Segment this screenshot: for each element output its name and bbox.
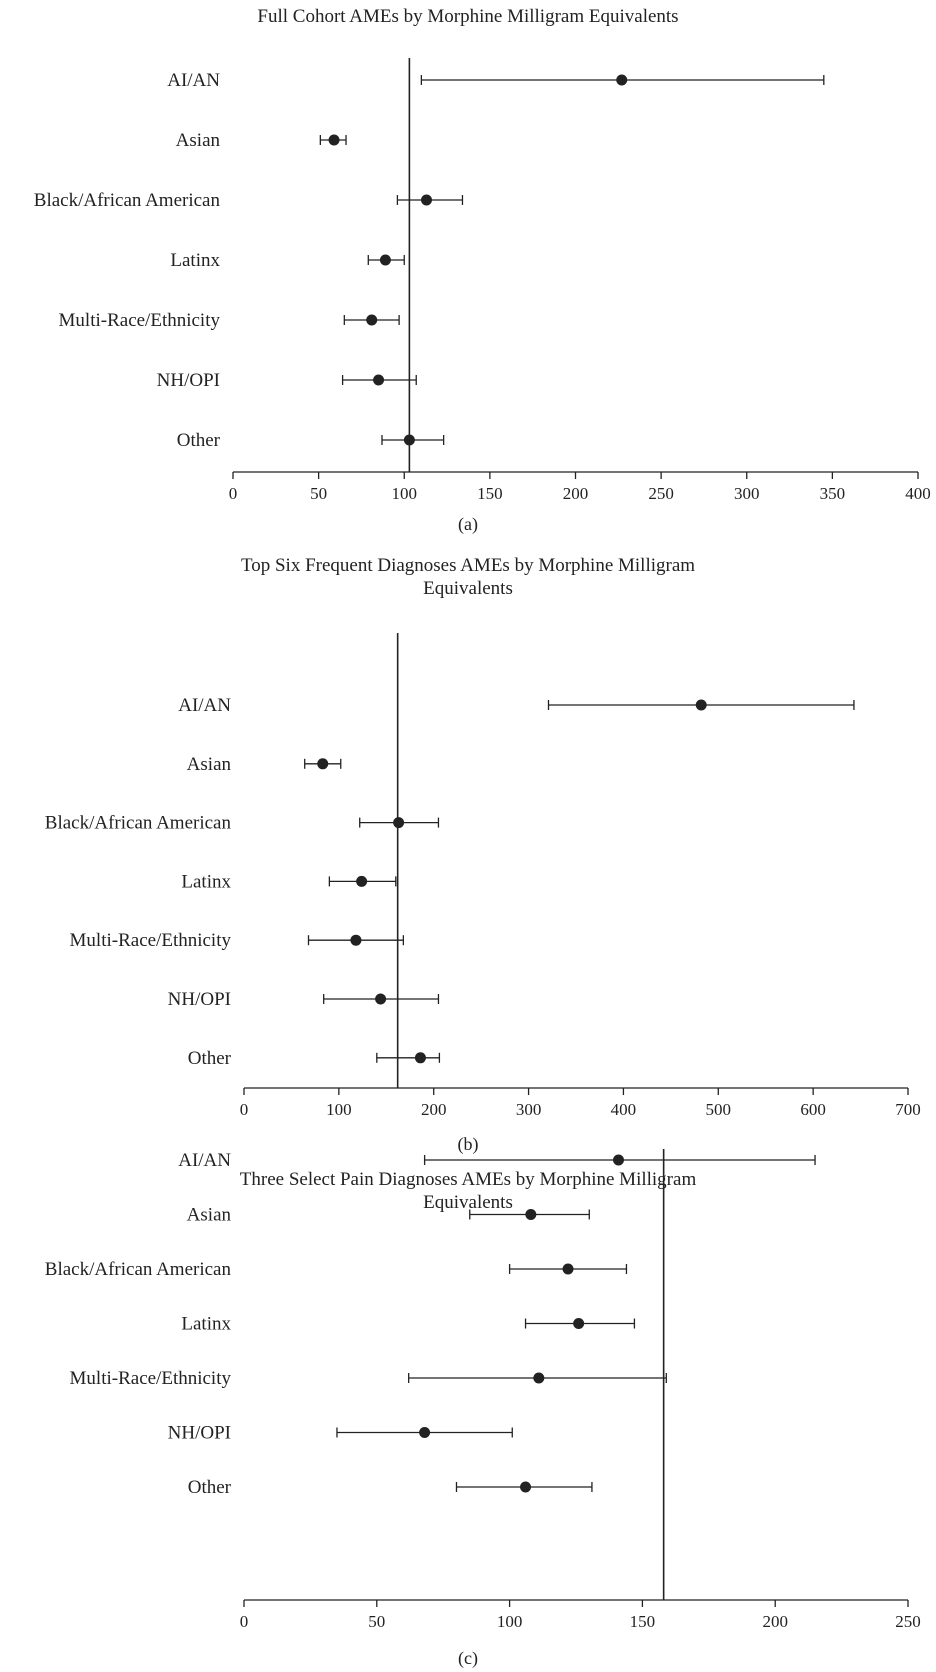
x-tick-label: 250 [648,484,674,503]
x-tick-label: 100 [392,484,418,503]
point-estimate [366,314,378,326]
x-tick-label: 100 [497,1612,523,1631]
x-tick-label: 150 [477,484,503,503]
point-estimate [612,1154,624,1166]
point-estimate [520,1481,532,1493]
panel-label: (b) [458,1134,479,1155]
x-tick-label: 300 [516,1100,542,1119]
x-tick-label: 700 [895,1100,921,1119]
category-label: Asian [176,130,221,151]
category-label: Black/African American [45,1259,232,1280]
category-label: Asian [187,754,232,775]
point-estimate [393,817,405,829]
point-estimate [533,1372,545,1384]
point-estimate [421,194,433,206]
point-estimate [525,1209,537,1220]
point-estimate [379,254,391,266]
chart-title: Top Six Frequent Diagnoses AMEs by Morph… [241,555,695,576]
category-label: Black/African American [34,190,221,211]
category-label: Latinx [170,250,220,271]
chart-title: Three Select Pain Diagnoses AMEs by Morp… [240,1169,697,1190]
x-tick-label: 500 [706,1100,732,1119]
category-label: Multi-Race/Ethnicity [70,1368,232,1389]
panel-c: Three Select Pain Diagnoses AMEs by Morp… [45,1149,921,1669]
point-estimate [350,934,362,946]
x-tick-label: 300 [734,484,760,503]
x-tick-label: 200 [563,484,589,503]
category-label: Asian [187,1205,232,1226]
chart-title: Equivalents [423,1192,513,1213]
chart-title: Full Cohort AMEs by Morphine Milligram E… [257,6,678,27]
point-estimate [403,434,415,446]
panel-b: Top Six Frequent Diagnoses AMEs by Morph… [45,555,921,1155]
point-estimate [414,1052,426,1064]
x-tick-label: 200 [762,1612,788,1631]
x-tick-label: 100 [326,1100,352,1119]
point-estimate [562,1263,574,1275]
category-label: NH/OPI [157,370,220,391]
point-estimate [616,74,628,86]
point-estimate [317,758,329,770]
x-tick-label: 400 [905,484,931,503]
x-tick-label: 50 [310,484,327,503]
x-tick-label: 50 [368,1612,385,1631]
category-label: Multi-Race/Ethnicity [70,930,232,951]
category-label: NH/OPI [168,1423,231,1444]
category-label: AI/AN [178,695,231,716]
x-tick-label: 600 [800,1100,826,1119]
x-tick-label: 400 [611,1100,637,1119]
category-label: Black/African American [45,813,232,834]
x-tick-label: 0 [240,1100,249,1119]
x-tick-label: 0 [240,1612,249,1631]
category-label: Other [188,1048,232,1069]
chart-title: Equivalents [423,578,513,599]
x-tick-label: 0 [229,484,238,503]
point-estimate [419,1427,431,1438]
category-label: Latinx [181,1314,231,1335]
point-estimate [695,699,707,711]
point-estimate [328,134,340,146]
point-estimate [373,374,385,386]
point-estimate [375,993,387,1005]
x-tick-label: 150 [630,1612,656,1631]
category-label: Other [188,1477,232,1498]
x-tick-label: 250 [895,1612,921,1631]
x-tick-label: 200 [421,1100,447,1119]
x-tick-label: 350 [820,484,846,503]
category-label: AI/AN [178,1150,231,1171]
panel-a: Full Cohort AMEs by Morphine Milligram E… [34,6,931,535]
point-estimate [573,1318,585,1329]
category-label: Multi-Race/Ethnicity [59,310,221,331]
category-label: NH/OPI [168,989,231,1010]
category-label: Latinx [181,871,231,892]
point-estimate [356,875,368,887]
category-label: AI/AN [167,70,220,91]
panel-label: (c) [458,1648,478,1669]
category-label: Other [177,430,221,451]
panel-label: (a) [458,514,478,535]
